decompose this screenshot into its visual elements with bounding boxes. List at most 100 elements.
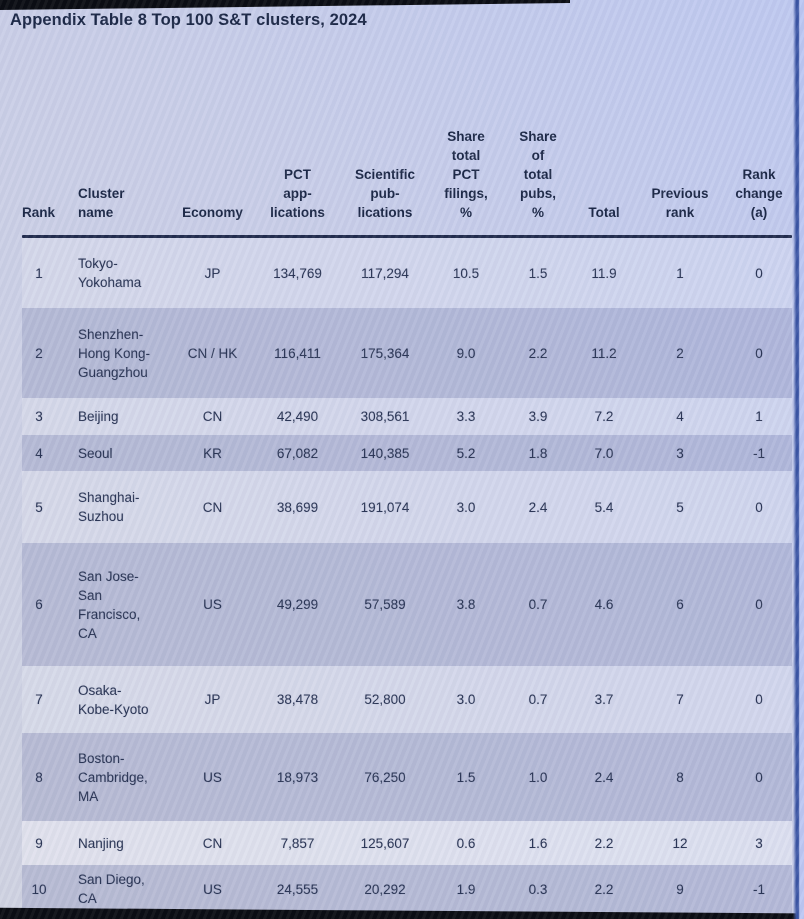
cell-rank: 4: [35, 445, 43, 461]
cell-cluster-name: Tokyo- Yokohama: [78, 256, 142, 290]
cell-pct-applications: 134,769: [273, 265, 322, 281]
table-row-5: 5 Shanghai- Suzhou CN 38,699 191,074 3.0 2.4 5.…: [22, 471, 792, 543]
cell-rank-change: 1: [755, 409, 763, 424]
cell-cluster-name: Shenzhen- Hong Kong- Guangzhou: [78, 326, 151, 380]
cell-scientific-publications: 117,294: [361, 265, 409, 281]
cell-scientific-publications: 20,292: [364, 881, 406, 897]
cell-cluster-name: Beijing: [78, 409, 119, 424]
cell-total: 2.4: [594, 769, 614, 785]
cell-share-total-pct-filings: 3.8: [456, 597, 476, 612]
cell-share-total-pct-filings: 1.9: [456, 881, 476, 897]
table-row-7: 7 Osaka- Kobe-Kyoto JP 38,478 52,800 3.0 0.7 3.…: [22, 666, 792, 733]
cell-rank: 7: [35, 692, 43, 707]
column-header-economy: Economy: [182, 205, 243, 220]
cell-share-total-pct-filings: 3.0: [456, 499, 476, 515]
cell-previous-rank: 2: [676, 345, 684, 361]
cell-scientific-publications: 76,250: [364, 769, 406, 785]
cell-pct-applications: 116,411: [274, 345, 321, 361]
column-header-share-of-total-pubs: Share of total pubs, %: [519, 129, 557, 220]
cell-pct-applications: 18,973: [276, 769, 319, 785]
cell-share-total-pct-filings: 5.2: [456, 445, 476, 461]
cell-rank-change: -1: [752, 881, 765, 897]
cell-share-total-pct-filings: 3.3: [456, 409, 476, 424]
cell-scientific-publications: 52,800: [364, 692, 406, 707]
cell-rank-change: 0: [755, 345, 763, 361]
cell-scientific-publications: 308,561: [360, 409, 410, 424]
cell-cluster-name: Seoul: [78, 445, 113, 461]
cell-rank-change: 0: [755, 692, 763, 707]
cell-previous-rank: 4: [676, 409, 684, 424]
cell-previous-rank: 9: [676, 881, 684, 897]
table-row-8: 8 Boston- Cambridge, MA US 18,973 76,250 1.5 1…: [22, 733, 792, 821]
cell-pct-applications: 38,699: [276, 499, 319, 515]
cell-pct-applications: 38,478: [276, 692, 319, 707]
cell-pct-applications: 42,490: [276, 409, 319, 424]
cell-share-of-total-pubs: 1.8: [528, 445, 548, 461]
cell-previous-rank: 7: [676, 692, 684, 707]
cell-total: 11.2: [591, 345, 617, 361]
header-rule: [22, 235, 792, 238]
cell-previous-rank: 1: [676, 265, 684, 281]
cell-economy: CN: [202, 409, 223, 424]
table-row-1: 1 Tokyo- Yokohama JP 134,769 117,294 10.5 1.5 1…: [22, 238, 792, 308]
cell-share-of-total-pubs: 1.6: [528, 835, 548, 851]
table-header-row: Rank Cluster name Economy PCT app- lication…: [22, 40, 792, 235]
cell-cluster-name: Shanghai- Suzhou: [78, 490, 140, 524]
cell-cluster-name: Nanjing: [78, 835, 124, 851]
table-row-9: 9 Nanjing CN 7,857 125,607 0.6 1.6 2.2 12 3: [22, 821, 792, 865]
cell-economy: US: [203, 769, 222, 785]
table-body: 1 Tokyo- Yokohama JP 134,769 117,294 10.5 1.5 1…: [22, 238, 792, 913]
cell-pct-applications: 24,555: [276, 881, 319, 897]
cell-share-of-total-pubs: 3.9: [528, 409, 548, 424]
cell-total: 7.0: [594, 445, 614, 461]
cell-rank-change: 0: [755, 265, 763, 281]
cell-scientific-publications: 191,074: [360, 499, 410, 515]
table-title: Appendix Table 8 Top 100 S&T clusters, 2…: [10, 11, 367, 29]
cell-rank-change: 0: [755, 597, 763, 612]
cell-pct-applications: 67,082: [276, 445, 319, 461]
cell-rank-change: 3: [755, 835, 763, 851]
cell-rank: 5: [35, 499, 43, 515]
cell-total: 4.6: [594, 597, 614, 612]
cell-share-total-pct-filings: 1.5: [456, 769, 476, 785]
cell-share-of-total-pubs: 2.4: [528, 499, 548, 515]
clusters-table: Rank Cluster name Economy PCT app- lication…: [22, 40, 792, 913]
column-header-scientific-publications: Scientific pub- lications: [354, 167, 416, 220]
cell-previous-rank: 5: [676, 499, 684, 515]
cell-cluster-name: Boston- Cambridge, MA: [78, 750, 148, 804]
cell-scientific-publications: 57,589: [364, 597, 406, 612]
cell-share-of-total-pubs: 1.5: [528, 265, 548, 281]
cell-scientific-publications: 125,607: [360, 835, 410, 851]
cell-previous-rank: 12: [672, 835, 688, 851]
cell-total: 2.2: [594, 881, 614, 897]
cell-economy: CN: [202, 835, 223, 851]
cell-rank: 2: [35, 345, 43, 361]
cell-share-of-total-pubs: 0.7: [528, 597, 548, 612]
cell-rank: 9: [35, 835, 43, 851]
cell-pct-applications: 7,857: [280, 835, 315, 851]
cell-share-of-total-pubs: 0.7: [528, 692, 548, 707]
cell-cluster-name: San Jose- San Francisco, CA: [78, 568, 141, 641]
cell-rank-change: 0: [755, 769, 763, 785]
cell-economy: US: [203, 597, 222, 612]
cell-share-total-pct-filings: 10.5: [452, 265, 480, 281]
cell-previous-rank: 8: [676, 769, 684, 785]
cell-share-total-pct-filings: 0.6: [456, 835, 476, 851]
column-header-rank-change: Rank change (a): [735, 167, 783, 220]
cell-share-total-pct-filings: 9.0: [456, 345, 476, 361]
cell-economy: KR: [203, 445, 222, 461]
table-row-6: 6 San Jose- San Francisco, CA US 49,299 57,5…: [22, 543, 792, 666]
cell-share-of-total-pubs: 2.2: [528, 345, 548, 361]
table-row-3: 3 Beijing CN 42,490 308,561 3.3 3.9 7.2 4 1: [22, 398, 792, 435]
cell-total: 7.2: [594, 409, 614, 424]
cell-rank-change: 0: [755, 499, 763, 515]
column-header-total: Total: [588, 205, 620, 220]
cell-cluster-name: Osaka- Kobe-Kyoto: [78, 682, 149, 717]
cell-rank: 6: [35, 597, 43, 612]
cell-cluster-name: San Diego, CA: [78, 872, 145, 906]
cell-pct-applications: 49,299: [276, 597, 319, 612]
cell-share-of-total-pubs: 0.3: [528, 881, 548, 897]
cell-total: 11.9: [591, 265, 617, 281]
cell-total: 5.4: [594, 499, 614, 515]
